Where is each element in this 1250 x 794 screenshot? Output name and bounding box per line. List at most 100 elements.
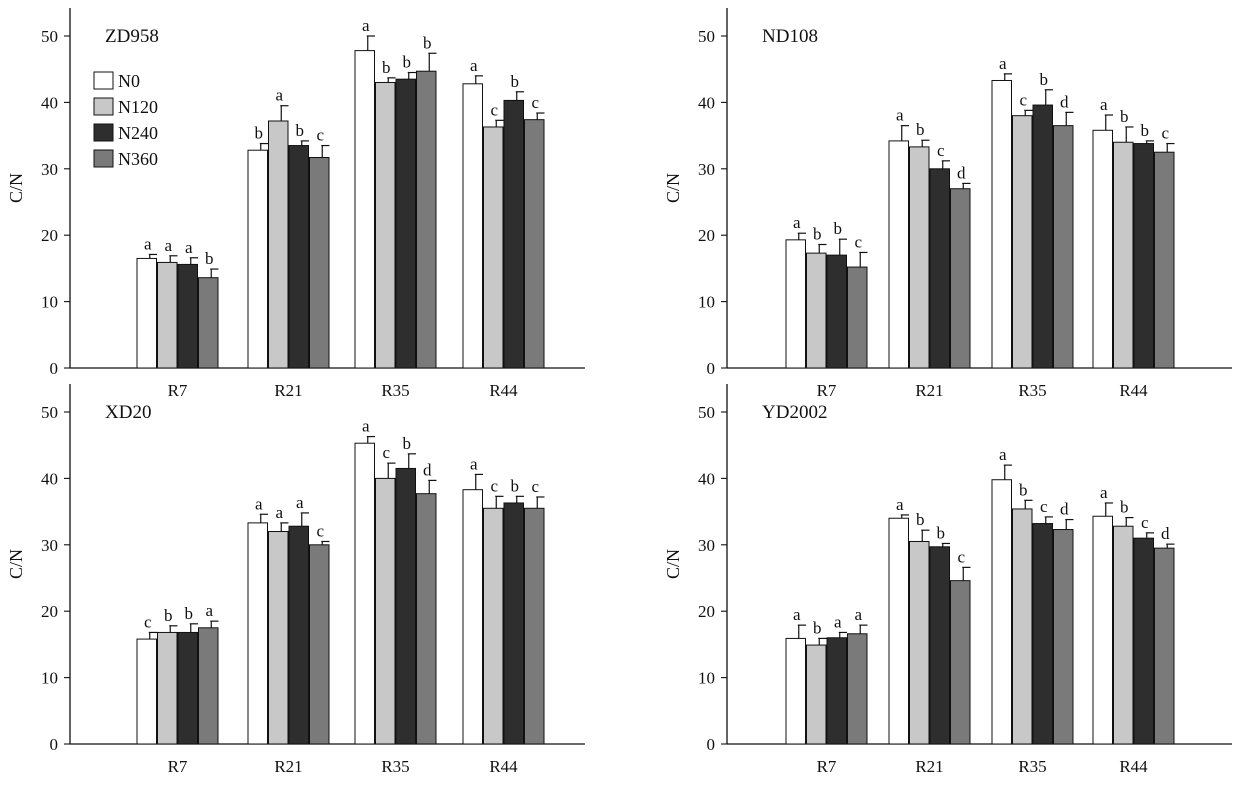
significance-label: b [511,72,520,91]
significance-label: b [255,124,264,143]
significance-label: b [916,120,925,139]
y-tick-label: 30 [698,160,715,179]
bar [847,633,868,745]
significance-label: c [531,93,539,112]
bar [1113,525,1134,745]
significance-label: c [144,612,152,631]
bar [785,637,806,745]
significance-label: d [957,163,966,182]
significance-label: a [854,605,862,624]
y-tick-label: 20 [698,226,715,245]
significance-label: a [1100,95,1108,114]
y-tick-label: 40 [41,93,58,112]
y-tick-label: 30 [698,536,715,555]
bar [462,489,483,745]
bar [1032,104,1053,369]
significance-label: a [275,86,283,105]
bar [395,78,416,369]
bar [929,168,950,369]
bar [247,522,268,745]
bar [524,507,545,745]
y-tick-label: 30 [41,160,58,179]
legend-swatch [93,71,114,90]
significance-label: b [1141,121,1150,140]
significance-label: c [316,126,324,145]
significance-label: a [793,213,801,232]
bar [309,157,330,369]
x-tick-label: R7 [817,757,837,776]
significance-label: a [896,495,904,514]
bar [483,126,504,369]
significance-label: a [144,234,152,253]
y-axis-label: C/N [6,173,26,203]
significance-label: a [185,238,193,257]
bar [354,442,375,745]
significance-label: c [1040,497,1048,516]
bar [136,257,157,369]
bar [991,479,1012,745]
y-tick-label: 0 [50,359,59,378]
significance-label: a [999,54,1007,73]
legend-label: N120 [118,97,158,117]
y-tick-label: 10 [41,293,58,312]
significance-label: a [255,494,263,513]
significance-label: c [1161,124,1169,143]
bar [1154,547,1175,745]
y-tick-label: 10 [698,669,715,688]
significance-label: b [916,510,925,529]
significance-label: d [1060,500,1069,519]
bar [909,540,930,745]
y-tick-label: 30 [41,536,58,555]
significance-label: c [490,476,498,495]
significance-label: b [382,58,391,77]
y-tick-label: 50 [41,27,58,46]
significance-label: c [531,477,539,496]
bar [991,79,1012,369]
significance-label: a [470,56,478,75]
x-tick-label: R7 [168,381,188,400]
bar [826,254,847,369]
bar [157,261,178,369]
y-tick-label: 50 [698,403,715,422]
significance-label: b [511,476,520,495]
y-tick-label: 20 [698,602,715,621]
bar [503,502,524,745]
significance-label: a [362,417,370,436]
x-tick-label: R21 [915,757,943,776]
significance-label: b [813,224,822,243]
legend-swatch [93,149,114,168]
bar [950,580,971,745]
bar [1012,508,1033,745]
x-tick-label: R35 [381,757,409,776]
significance-label: a [164,236,172,255]
y-axis-label: C/N [663,549,683,579]
significance-label: a [362,16,370,35]
significance-label: b [164,606,173,625]
legend-label: N240 [118,123,158,143]
bar [247,149,268,369]
panel-title: ND108 [762,26,818,47]
bar [524,119,545,369]
bar [177,631,198,745]
significance-label: b [296,121,305,140]
bar [157,631,178,745]
significance-label: c [1019,90,1027,109]
bar [1154,151,1175,369]
panel-title: ZD958 [105,26,159,47]
significance-label: d [1060,92,1069,111]
bar [503,99,524,369]
bar [288,525,309,745]
y-tick-label: 20 [41,602,58,621]
significance-label: a [470,454,478,473]
bar [806,644,827,745]
x-tick-label: R35 [381,381,409,400]
y-tick-label: 20 [41,226,58,245]
bar [847,266,868,369]
significance-label: a [999,445,1007,464]
bar [462,83,483,369]
bar [1053,125,1074,369]
significance-label: b [403,434,412,453]
bar [1092,129,1113,369]
